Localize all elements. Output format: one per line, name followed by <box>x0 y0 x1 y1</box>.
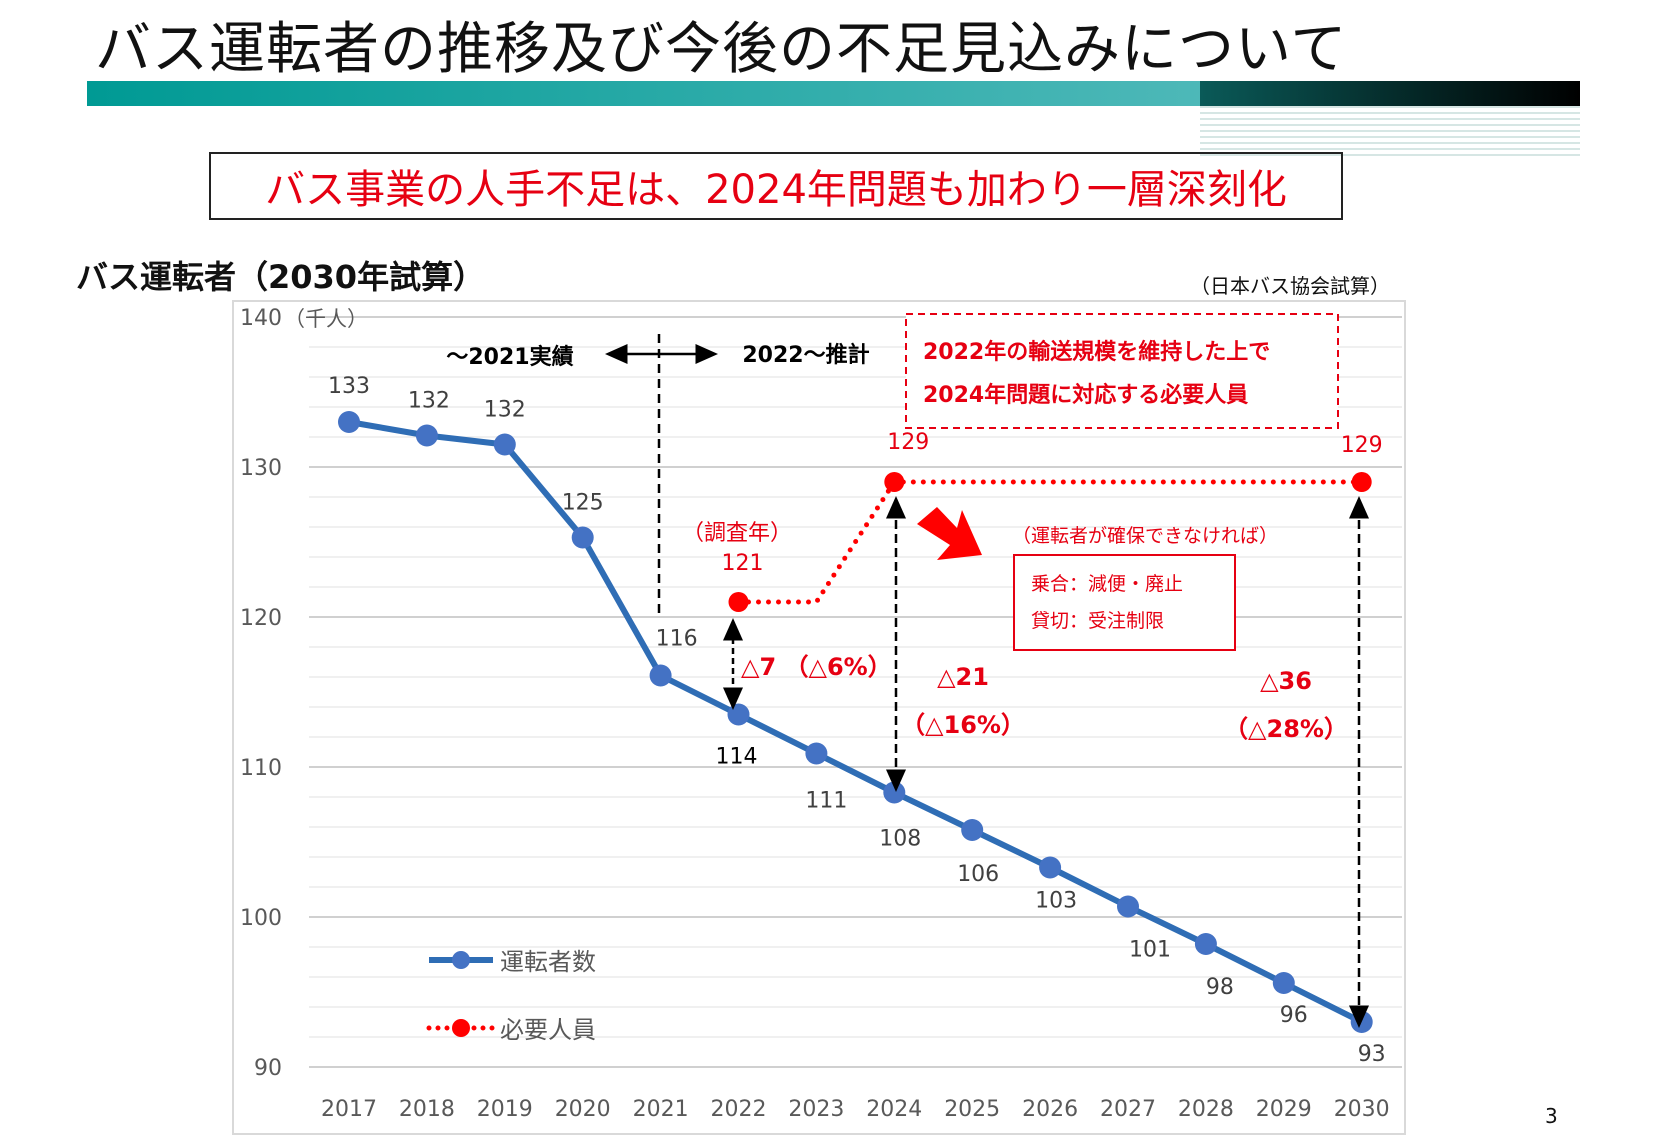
drivers-data-label: 103 <box>1035 889 1077 914</box>
down-arrow-icon <box>917 507 982 560</box>
unit-label: （千人） <box>284 307 368 331</box>
drivers-data-label: 116 <box>656 627 698 652</box>
required-staff-box <box>905 313 1339 429</box>
drivers-point-2017 <box>338 411 360 433</box>
x-tick-label: 2021 <box>633 1097 689 1122</box>
decorative-stripes <box>1200 106 1580 158</box>
drivers-line <box>348 419 1364 1025</box>
headline-box: バス事業の人手不足は、2024年問題も加わり一層深刻化 <box>209 152 1343 220</box>
drivers-point-2024 <box>883 781 906 804</box>
source-note: （日本バス協会試算） <box>1190 274 1390 298</box>
x-tick-label: 2025 <box>944 1097 1000 1122</box>
drivers-point-2020 <box>571 526 594 549</box>
drivers-point-2028 <box>1194 933 1217 955</box>
drivers-point-2018 <box>415 424 438 447</box>
x-tick-label: 2023 <box>788 1097 844 1122</box>
x-tick-label: 2018 <box>399 1097 455 1122</box>
drivers-point-2030 <box>1350 1011 1373 1033</box>
drivers-point-2026 <box>1039 856 1062 879</box>
impact-line-1: 乗合：減便・廃止 <box>1031 573 1183 595</box>
x-tick-label: 2022 <box>711 1097 767 1122</box>
impact-box <box>1013 554 1236 651</box>
y-tick-label: 140 <box>240 306 282 331</box>
x-tick-label: 2019 <box>477 1097 533 1122</box>
drivers-data-label: 132 <box>408 389 450 414</box>
required-point-2022 <box>728 592 749 612</box>
drivers-data-label: 96 <box>1280 1003 1308 1028</box>
drivers-point-2021 <box>649 664 672 687</box>
headline: バス事業の人手不足は、2024年問題も加わり一層深刻化 <box>265 167 1287 213</box>
drivers-point-2019 <box>493 433 516 456</box>
slide-title: バス運転者の推移及び今後の不足見込みについて <box>95 17 1348 82</box>
drivers-data-label: 106 <box>957 862 999 887</box>
required-point-2024 <box>884 472 905 492</box>
legend-label-required: 必要人員 <box>500 1016 596 1044</box>
legend-label-drivers: 運転者数 <box>500 948 596 976</box>
drivers-data-label: 93 <box>1358 1042 1386 1067</box>
drivers-point-2022 <box>727 703 750 726</box>
if-not-secured-label: （運転者が確保できなければ） <box>1012 525 1278 547</box>
drivers-data-label: 111 <box>805 789 847 814</box>
chart-heading: バス運転者（2030年試算） <box>76 258 486 296</box>
drivers-point-2025 <box>961 819 984 841</box>
drivers-point-2023 <box>805 742 828 765</box>
actual-period-label: ～2021実績 <box>446 344 573 370</box>
drivers-data-label: 114 <box>716 745 758 770</box>
drivers-data-label: 101 <box>1129 938 1171 963</box>
legend-marker-drivers <box>452 951 470 969</box>
x-tick-label: 2024 <box>866 1097 922 1122</box>
x-tick-label: 2020 <box>555 1097 611 1122</box>
gap-2022-label: △7 （△6%） <box>741 653 892 681</box>
survey-year-label: （調査年） <box>682 521 792 546</box>
y-tick-label: 130 <box>240 456 282 481</box>
gap-2024-percent: （△16%） <box>901 711 1025 739</box>
title-accent-bar <box>87 81 1200 106</box>
forecast-period-label: 2022～推計 <box>742 342 869 368</box>
legend-marker-required <box>452 1019 470 1037</box>
required-point-2030 <box>1351 472 1372 492</box>
title-accent-bar-dark <box>1200 81 1580 106</box>
drivers-data-label: 133 <box>328 374 370 399</box>
legend: 運転者数 必要人員 <box>426 948 596 1044</box>
required-data-label: 129 <box>1341 433 1383 458</box>
y-tick-label: 100 <box>240 906 282 931</box>
y-tick-label: 120 <box>240 606 282 631</box>
gap-2024-value: △21 <box>937 663 989 691</box>
required-box-line-1: 2022年の輸送規模を維持した上で <box>923 339 1270 365</box>
drivers-data-label: 98 <box>1206 975 1234 1000</box>
gap-2030-value: △36 <box>1260 667 1312 695</box>
y-tick-label: 90 <box>254 1056 282 1081</box>
x-tick-label: 2026 <box>1022 1097 1078 1122</box>
required-data-label: 121 <box>722 551 764 576</box>
x-tick-label: 2017 <box>321 1097 377 1122</box>
y-tick-label: 110 <box>240 756 282 781</box>
drivers-data-label: 108 <box>879 827 921 852</box>
drivers-data-label: 132 <box>484 398 526 423</box>
x-tick-label: 2030 <box>1334 1097 1390 1122</box>
x-tick-label: 2028 <box>1178 1097 1234 1122</box>
x-tick-label: 2029 <box>1256 1097 1312 1122</box>
drivers-point-2029 <box>1272 972 1295 994</box>
drivers-point-2027 <box>1117 895 1139 918</box>
impact-line-2: 貸切：受注制限 <box>1031 610 1164 632</box>
required-data-label: 129 <box>887 430 929 455</box>
gap-2030-percent: （△28%） <box>1224 715 1348 743</box>
page-number: 3 <box>1545 1104 1558 1128</box>
chart-border <box>232 300 1406 1135</box>
drivers-data-label: 125 <box>562 491 604 516</box>
x-tick-label: 2027 <box>1100 1097 1156 1122</box>
required-box-line-2: 2024年問題に対応する必要人員 <box>923 382 1248 408</box>
